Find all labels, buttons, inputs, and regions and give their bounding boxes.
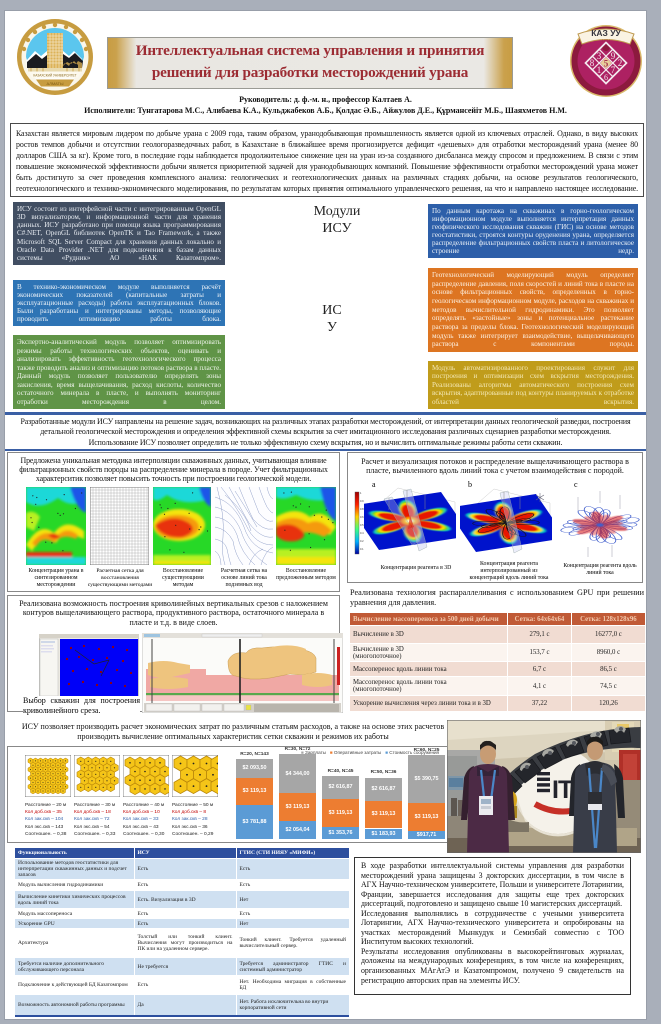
svg-text:0.1: 0.1 (360, 547, 364, 551)
svg-text:8: 8 (590, 58, 595, 68)
svg-text:0.2: 0.2 (360, 539, 364, 543)
svg-text:КАЗ УУ: КАЗ УУ (591, 28, 621, 38)
svg-text:0.5: 0.5 (360, 523, 364, 527)
svg-text:3: 3 (597, 51, 602, 61)
svg-text:0.6: 0.6 (360, 515, 364, 519)
svg-text:1934: 1934 (602, 38, 612, 43)
svg-text:7: 7 (611, 65, 616, 75)
svg-text:0.9: 0.9 (360, 499, 364, 503)
svg-text:0.4: 0.4 (360, 531, 364, 535)
svg-text:5: 5 (604, 59, 609, 69)
svg-text:1: 1 (360, 491, 362, 495)
svg-text:9: 9 (611, 51, 616, 61)
svg-text:АЛМАТЫ: АЛМАТЫ (46, 81, 64, 86)
svg-text:КАЗАХСКИЙ УНИВЕРСИТЕТ: КАЗАХСКИЙ УНИВЕРСИТЕТ (33, 74, 76, 78)
svg-text:2: 2 (618, 58, 623, 68)
svg-text:6: 6 (604, 73, 608, 82)
svg-text:0.8: 0.8 (360, 507, 364, 511)
svg-text:1: 1 (597, 65, 602, 75)
